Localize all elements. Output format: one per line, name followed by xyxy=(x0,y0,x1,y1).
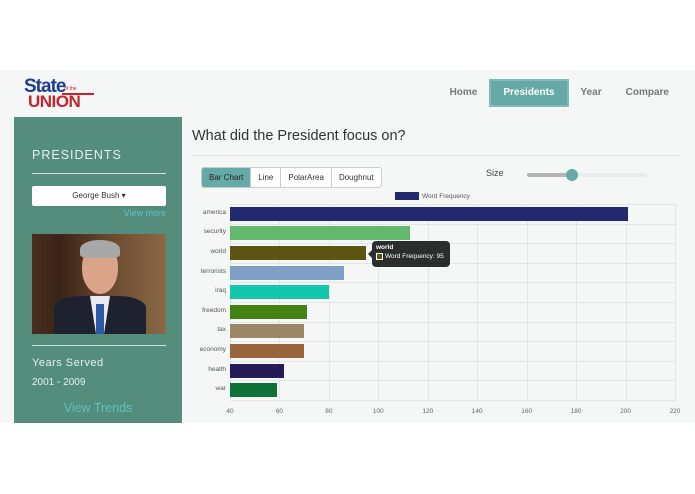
logo-union-text: UNION xyxy=(28,92,81,111)
nav-year[interactable]: Year xyxy=(580,87,602,98)
bar-war[interactable] xyxy=(230,383,277,398)
chart-plot-area xyxy=(230,204,676,401)
y-category-label: economy xyxy=(199,346,226,353)
chart-legend[interactable]: Word Frequency xyxy=(395,192,470,200)
y-category-label: iraq xyxy=(215,287,226,295)
years-served-label: Years Served xyxy=(32,357,104,369)
bar-health[interactable] xyxy=(230,363,285,378)
y-category-label: freedom xyxy=(202,306,226,314)
y-category-label: terrorists xyxy=(200,267,226,275)
x-tick-label: 140 xyxy=(471,408,483,415)
x-tick-label: 40 xyxy=(226,408,234,415)
y-category-label: war xyxy=(215,385,226,393)
size-slider[interactable] xyxy=(527,169,647,181)
president-dropdown[interactable]: George Bush ▾ xyxy=(32,186,166,206)
chart-type-tabs: Bar Chart Line PolarArea Doughnut xyxy=(201,167,382,188)
bar-terrorists[interactable] xyxy=(230,265,344,280)
slider-fill xyxy=(527,173,572,177)
nav-presidents[interactable]: Presidents xyxy=(489,79,569,107)
tab-doughnut[interactable]: Doughnut xyxy=(338,173,374,182)
tab-bar-chart[interactable]: Bar Chart xyxy=(202,168,252,187)
slider-thumb[interactable] xyxy=(566,169,578,181)
nav-compare[interactable]: Compare xyxy=(625,87,669,98)
grid-line xyxy=(230,243,675,245)
grid-line xyxy=(230,341,675,343)
tooltip-text: Word Frequency: 95 xyxy=(385,253,444,260)
view-more-link[interactable]: View more xyxy=(123,208,166,218)
page: State of the UNION Home Presidents Year … xyxy=(0,70,695,423)
tooltip-swatch xyxy=(376,253,383,260)
grid-line xyxy=(230,302,675,303)
nav-home[interactable]: Home xyxy=(449,87,478,98)
bar-freedom[interactable] xyxy=(230,304,307,319)
divider xyxy=(32,345,166,346)
bar-world[interactable] xyxy=(230,246,366,260)
chart-tooltip: world Word Frequency: 95 xyxy=(368,241,450,267)
site-logo[interactable]: State of the UNION xyxy=(22,76,97,111)
y-category-label: america xyxy=(202,208,226,216)
grid-line xyxy=(230,282,675,284)
logo-underline xyxy=(62,93,94,95)
legend-label: Word Frequency xyxy=(422,192,470,200)
y-category-label: health xyxy=(208,365,226,373)
logo-ofthe-text: of the xyxy=(64,86,77,92)
grid-line xyxy=(230,321,675,323)
grid-line xyxy=(230,223,675,225)
tab-line[interactable]: Line xyxy=(251,168,282,187)
divider xyxy=(192,155,680,156)
legend-swatch xyxy=(395,192,419,200)
sidebar-title: PRESIDENTS xyxy=(32,148,122,162)
x-tick-label: 220 xyxy=(669,408,681,415)
logo-state-text: State xyxy=(24,76,66,97)
grid-line xyxy=(230,360,675,362)
x-tick-label: 100 xyxy=(372,408,384,415)
x-tick-label: 160 xyxy=(521,408,533,415)
bar-tax[interactable] xyxy=(230,324,305,339)
x-tick-label: 120 xyxy=(422,408,434,415)
y-category-label: world xyxy=(210,248,226,255)
x-tick-label: 180 xyxy=(570,408,582,415)
y-category-label: security xyxy=(203,228,226,236)
size-label: Size xyxy=(486,168,504,178)
bar-economy[interactable] xyxy=(230,344,305,358)
view-trends-link[interactable]: View Trends xyxy=(63,401,133,415)
president-photo xyxy=(32,234,166,334)
bar-chart: 40 60 80 100 120 140 160 180 200 220 america securi… xyxy=(185,202,685,422)
bar-security[interactable] xyxy=(230,226,411,241)
sidebar: PRESIDENTS George Bush ▾ View more Years… xyxy=(14,117,182,423)
x-tick-label: 200 xyxy=(620,408,631,415)
years-served-value: 2001 - 2009 xyxy=(32,377,86,388)
grid-line xyxy=(230,204,675,205)
photo-hair xyxy=(80,240,120,258)
x-tick-label: 60 xyxy=(275,408,284,415)
tab-polararea[interactable]: PolarArea xyxy=(281,168,332,187)
tooltip-title: world xyxy=(376,244,394,251)
grid-line xyxy=(230,262,675,264)
bar-iraq[interactable] xyxy=(230,285,329,300)
grid-line xyxy=(675,204,676,400)
x-tick-label: 80 xyxy=(325,408,333,415)
grid-line xyxy=(230,380,675,382)
divider xyxy=(32,173,166,174)
top-nav: Home Presidents Year Compare xyxy=(438,79,681,107)
bar-america[interactable] xyxy=(230,206,629,221)
y-category-label: tax xyxy=(217,326,226,334)
photo-tie xyxy=(96,304,104,334)
grid-line xyxy=(230,400,675,401)
page-title: What did the President focus on? xyxy=(192,128,406,144)
